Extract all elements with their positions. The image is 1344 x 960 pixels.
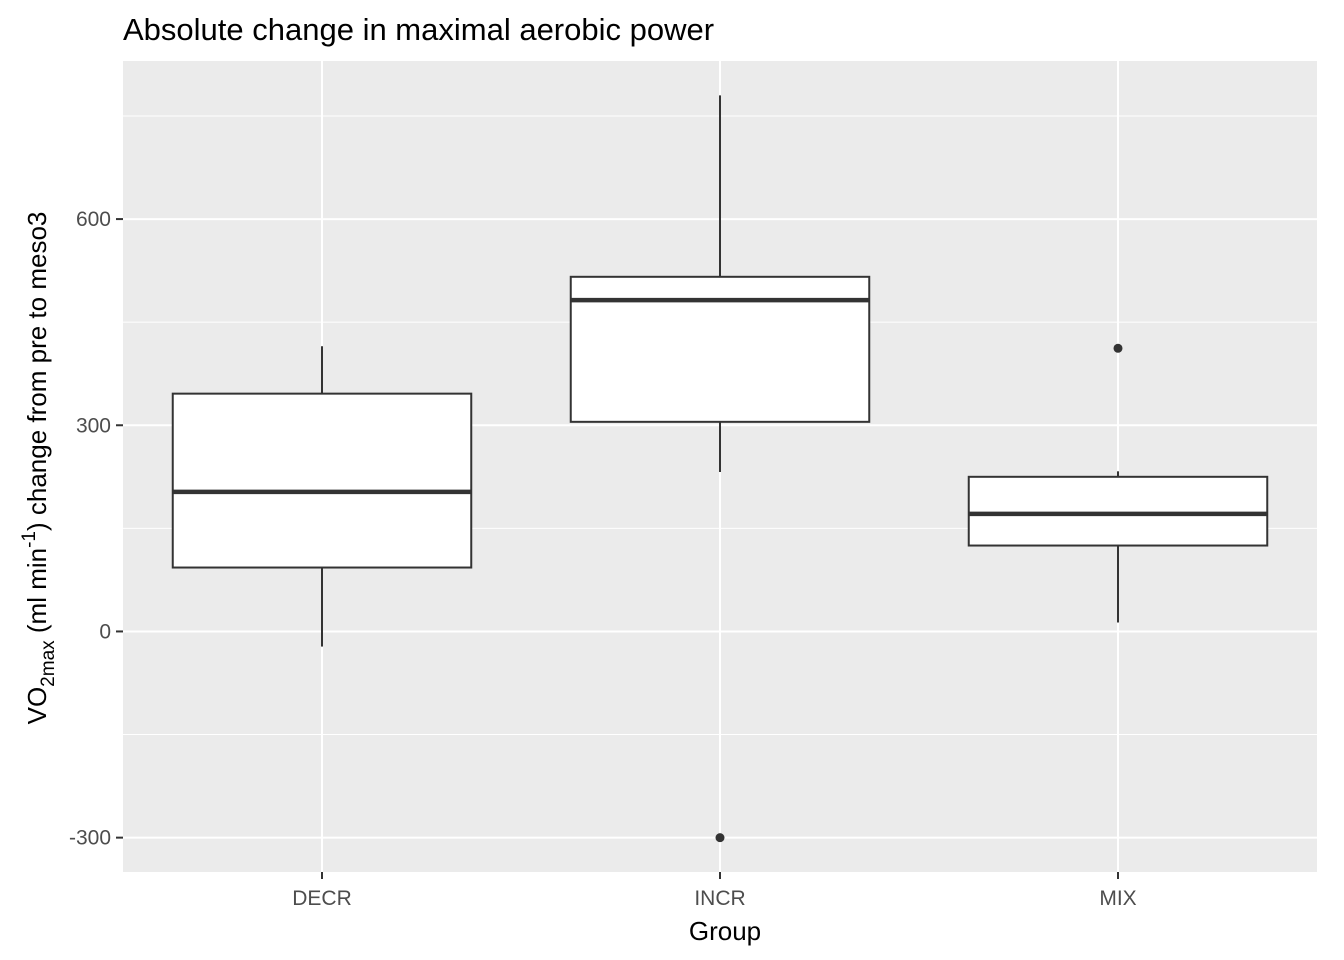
y-axis-title-middle: (ml min: [22, 548, 52, 640]
y-axis: -300 0 300 600: [69, 208, 123, 850]
x-tick-label: DECR: [292, 887, 352, 910]
x-axis: DECR INCR MIX: [292, 872, 1137, 910]
y-axis-title-superscript: -1: [19, 531, 40, 548]
chart-title: Absolute change in maximal aerobic power: [123, 12, 714, 47]
x-axis-title: Group: [689, 916, 761, 946]
box-incr: [569, 95, 871, 843]
outlier-point: [715, 833, 725, 843]
x-tick-label: INCR: [694, 887, 745, 910]
y-axis-title-suffix: ) change from pre to meso3: [22, 212, 52, 531]
y-tick-label: -300: [69, 827, 111, 850]
x-tick-label: MIX: [1099, 887, 1136, 910]
interquartile-box: [171, 392, 473, 569]
y-axis-title-prefix: VO: [22, 687, 52, 725]
y-tick-label: 300: [76, 414, 111, 437]
box-decr: [171, 346, 473, 647]
outlier-point: [1113, 343, 1123, 353]
box-series: [171, 95, 1269, 843]
y-tick-label: 0: [99, 620, 111, 643]
y-axis-title-subscript: 2max: [38, 640, 59, 687]
y-tick-label: 600: [76, 208, 111, 231]
box-mix: [967, 343, 1269, 623]
y-axis-title: VO2max (ml min-1) change from pre to mes…: [19, 212, 59, 725]
interquartile-box: [967, 475, 1269, 547]
